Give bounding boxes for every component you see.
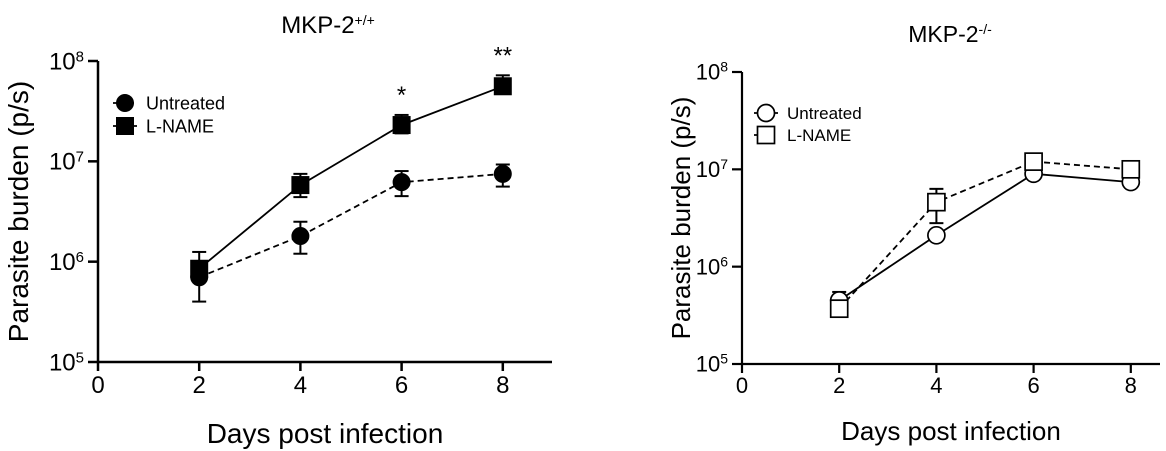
data-point-square [291,176,310,195]
legend-item: Untreated [754,103,862,123]
x-tick-label: 6 [395,372,408,399]
y-tick-exponent: 8 [720,59,728,75]
y-axis-label: Parasite burden (p/s) [3,81,34,342]
y-tick-base: 10 [49,48,76,75]
y-tick-label: 105 [49,349,84,377]
series-untreated [190,163,512,303]
data-point-circle [116,94,134,112]
series-line [198,85,504,270]
series-l-name [190,74,512,282]
data-point-square [1024,152,1043,171]
series-line [198,173,503,279]
y-tick-exponent: 6 [720,253,728,269]
y-tick-exponent: 7 [720,156,728,172]
y-tick-label: 106 [49,249,84,277]
x-tick-label: 8 [1125,373,1137,398]
x-tick-label: 2 [833,373,845,398]
data-point-circle [392,173,411,192]
x-tick-label: 0 [91,372,104,399]
y-tick-base: 10 [49,149,76,176]
chart-title-text: MKP-2 [281,12,354,39]
data-point-circle [927,225,946,245]
y-tick-exponent: 5 [720,351,728,367]
y-tick-exponent: 6 [76,249,84,266]
significance-annotation: ** [493,42,512,69]
y-tick-label: 108 [696,59,728,85]
y-tick-label: 106 [696,253,728,279]
data-point-circle [291,227,310,246]
x-tick-label: 2 [193,372,206,399]
y-tick-label: 108 [49,48,84,76]
y-tick-label: 107 [49,148,84,176]
y-tick-exponent: 5 [76,349,84,366]
x-axis-label: Days post infection [207,418,444,449]
data-point-square [756,125,776,145]
chart-title-superscript: -/- [979,21,993,37]
y-tick-base: 10 [696,254,720,279]
y-tick-label: 107 [696,156,728,182]
data-point-square [116,117,134,135]
y-tick-exponent: 7 [76,148,84,165]
y-tick-base: 10 [696,60,720,85]
legend-item: L-NAME [754,125,851,145]
data-point-square [829,299,849,319]
y-tick-base: 10 [49,349,76,376]
x-tick-label: 4 [930,373,942,398]
x-axis-label: Days post infection [841,416,1061,446]
data-point-square [190,259,209,278]
legend-label: Untreated [146,93,225,113]
data-point-square [927,192,946,212]
y-tick-exponent: 8 [76,48,84,65]
x-tick-label: 6 [1027,373,1039,398]
x-tick-label: 4 [294,372,307,399]
y-tick-label: 105 [696,351,728,377]
legend-label: Untreated [787,104,862,123]
legend: Untreated L-NAME [754,103,862,145]
y-tick-base: 10 [49,249,76,276]
x-tick-label: 8 [496,372,509,399]
y-axis-label: Parasite burden (p/s) [666,97,696,340]
series-line [838,172,1131,302]
chart-title: MKP-2-/- [908,21,992,47]
series-untreated [829,164,1141,310]
legend-item: L-NAME [113,116,214,136]
data-point-square [493,77,512,96]
chart-title-superscript: +/+ [355,12,375,28]
chart-title: MKP-2+/+ [281,12,375,39]
data-point-circle [756,103,776,123]
data-point-circle [493,164,512,183]
legend: Untreated L-NAME [113,93,225,136]
legend-label: L-NAME [146,116,214,136]
data-point-square [392,116,411,135]
y-tick-base: 10 [696,352,720,377]
y-tick-base: 10 [696,157,720,182]
series-l-name [829,152,1141,319]
chart-title-text: MKP-2 [908,21,978,47]
data-point-square [1121,159,1141,179]
legend-item: Untreated [113,93,225,113]
x-tick-label: 0 [736,373,748,398]
series-line [838,160,1131,310]
legend-label: L-NAME [787,126,851,145]
significance-annotation: * [397,82,406,109]
